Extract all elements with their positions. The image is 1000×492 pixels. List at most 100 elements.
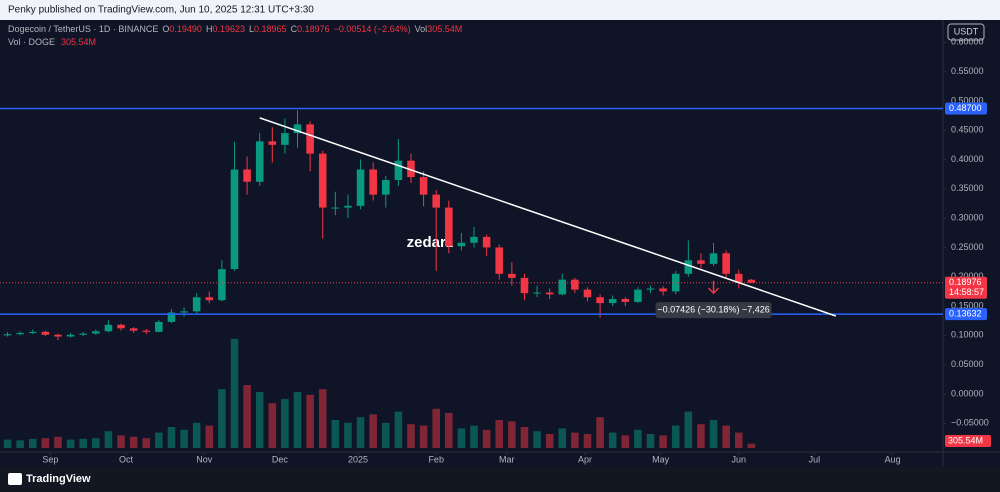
x-tick-label: Apr [578,454,592,464]
candle-body [583,289,592,298]
candle-body [646,288,655,290]
y-tick-label: 0.55000 [951,66,984,76]
y-tick-label: 0.15000 [951,300,984,310]
candle-body [16,333,24,335]
candle-body [54,334,62,337]
volume-bar [558,428,567,448]
candle-body [407,160,415,178]
volume-bar [79,438,87,448]
volume-bar [155,432,163,448]
trendline [259,117,837,317]
candle-body [634,289,642,302]
volume-bar [293,392,302,448]
candle-body [533,292,541,294]
candle-body [218,269,226,301]
ohlc-key: O [162,24,169,34]
volume-bar [3,439,12,448]
candle-body [167,312,176,322]
volume-title: Vol · DOGE [8,37,55,47]
volume-bar [41,438,50,448]
volume-bar [634,429,642,448]
candle-body [495,247,504,274]
y-tick-label: 0.10000 [951,330,984,340]
volume-bar [520,427,529,448]
candle-body [281,133,289,145]
volume-bar [533,431,541,448]
ohlc-value: 0.19623 [212,24,245,34]
volume-bar [684,411,693,448]
candle-body [571,279,579,290]
level-tag [945,102,987,115]
volume-bar [281,399,289,448]
currency-label[interactable]: USDT [954,26,979,36]
level-label: 0.48700 [949,103,982,113]
candle-body [697,260,705,264]
y-tick-label: 0.35000 [951,183,984,193]
volume-bar [697,424,705,448]
volume-bar [734,432,743,448]
y-tick-label: 0.25000 [951,242,984,252]
candle-body [470,236,478,243]
candle-body [608,299,617,304]
candle-body [318,153,327,208]
footer-bar [0,466,1000,492]
volume-legend: Vol · DOGE 305.54M [8,37,96,47]
volume-tag [945,435,991,447]
candle-body [79,333,87,335]
footer-logo [8,473,22,485]
candle-body [545,292,554,295]
last-price-tag [945,276,987,299]
symbol: Dogecoin / TetherUS · 1D · BINANCE [8,24,158,34]
ohlc: O0.19490 H0.19623 L0.18965 C0.18976 [162,24,329,34]
volume-bar [495,420,504,448]
y-tick-label: 0.20000 [951,271,984,281]
x-tick-label: Dec [272,454,289,464]
volume-bar [470,425,478,448]
volume-bar [445,413,453,448]
candle-body [331,207,340,209]
candle-body [41,331,50,335]
candle-body [457,242,466,247]
candle-body [356,169,365,206]
volume-bar [306,394,314,448]
candle-body [66,334,75,337]
volume-bar [192,422,201,448]
candle-body [659,288,667,292]
watermark: zedarz [407,234,454,251]
volume-bar [129,436,138,448]
y-tick-label: 0.05000 [951,359,984,369]
volume-bar [608,432,617,448]
volume-bar [255,392,264,448]
volume-tag-label: 305.54M [948,435,983,445]
candle-body [684,260,693,274]
vol-value: 305.54M [427,24,462,34]
volume-bar [722,425,730,448]
volume-bar [331,420,340,448]
currency-button[interactable] [947,23,985,41]
x-tick-label: Mar [499,454,515,464]
volume-bar [432,408,440,448]
x-tick-label: 2025 [348,454,368,464]
candle-body [28,331,37,334]
volume-bar [92,438,100,448]
volume-bar [28,438,37,448]
measure-label: −0.07426 (−30.18%) −7,426 [657,305,769,315]
candle-body [747,279,756,283]
volume-bar [268,403,277,448]
x-tick-label: Jun [732,454,747,464]
ohlc-key: C [291,24,298,34]
candle-body [155,321,163,332]
x-tick-label: Oct [119,454,134,464]
y-tick-label: 0.40000 [951,154,984,164]
volume-bar [621,435,630,448]
countdown: 14:58:57 [949,287,984,297]
volume-bar [356,417,365,448]
volume-bar [709,420,718,448]
ohlc-key: H [206,24,213,34]
legend-line: Dogecoin / TetherUS · 1D · BINANCE O0.194… [8,24,462,34]
candle-body [104,324,113,332]
volume-bar [671,425,680,448]
candle-body [621,299,630,302]
